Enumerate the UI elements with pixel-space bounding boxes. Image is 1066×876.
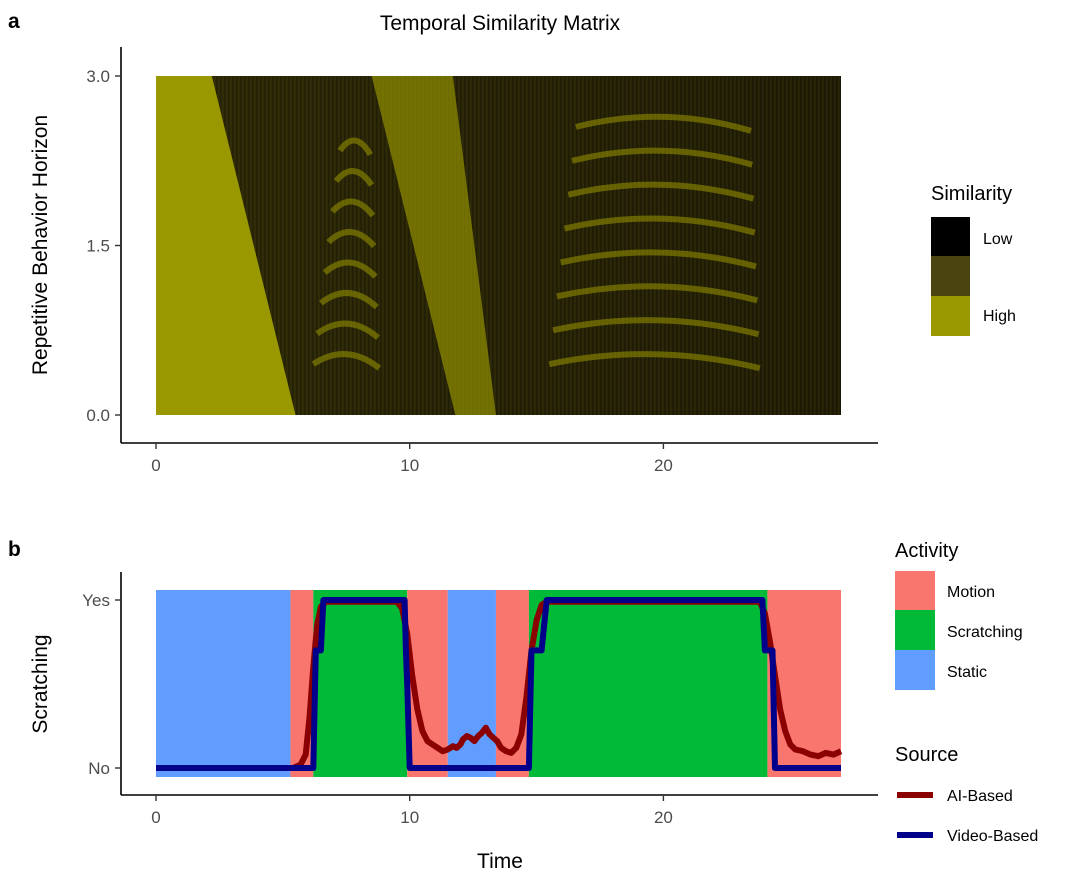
series-line-video-based xyxy=(156,597,841,771)
heatmap-chevron xyxy=(552,317,760,338)
heatmap-body xyxy=(156,76,841,415)
heatmap-chevron xyxy=(548,351,761,372)
similarity-legend-title: Similarity xyxy=(931,183,1012,205)
heatmap-x-tick-label: 0 xyxy=(151,456,160,475)
heatmap-chevron xyxy=(330,198,376,218)
heatmap-chevron xyxy=(322,259,378,279)
heatmap-chevron xyxy=(319,290,379,310)
panel-b-tag: b xyxy=(8,538,21,561)
heatmap-chevron xyxy=(567,181,755,202)
activity-band-static xyxy=(156,590,291,777)
similarity-legend-label-low: Low xyxy=(983,231,1013,248)
heatmap-y-tick-label: 3.0 xyxy=(86,67,110,86)
similarity-legend: Similarity Low High xyxy=(931,183,1016,336)
heatmap-chevron xyxy=(326,229,377,249)
heatmap-y-tick-label: 1.5 xyxy=(86,237,110,256)
heatmap-title: Temporal Similarity Matrix xyxy=(380,12,621,35)
heatmap-chevron xyxy=(337,137,373,157)
heatmap-y-tick-label: 0.0 xyxy=(86,406,110,425)
activity-band-scratching xyxy=(528,590,768,777)
series-lines xyxy=(156,597,843,771)
activity-band-scratching xyxy=(313,590,408,777)
heatmap-chevron xyxy=(311,351,382,371)
scratching-x-tick-label: 20 xyxy=(654,808,673,827)
heatmap-chevron xyxy=(575,113,752,134)
scratching-x-tick-label: 0 xyxy=(151,808,160,827)
activity-legend-label-static: Static xyxy=(947,664,987,681)
similarity-legend-swatch-high xyxy=(931,296,970,336)
heatmap-high-similarity-region xyxy=(156,76,296,415)
heatmap-chevron xyxy=(333,168,375,187)
heatmap-x-tick-label: 10 xyxy=(400,456,419,475)
scratching-x-tick-label: 10 xyxy=(400,808,419,827)
activity-legend-title: Activity xyxy=(895,540,958,562)
heatmap-chevron xyxy=(563,215,756,236)
heatmap-chevron xyxy=(571,147,754,168)
scratching-y-tick-label: No xyxy=(88,759,110,778)
similarity-legend-swatch-mid xyxy=(931,256,970,296)
source-legend-label-ai: AI-Based xyxy=(947,788,1013,805)
activity-legend-swatch-scratching xyxy=(895,610,935,650)
heatmap-high-similarity-region xyxy=(371,76,496,415)
source-legend-label-video: Video-Based xyxy=(947,828,1038,845)
scratching-x-axis-title: Time xyxy=(477,850,523,873)
activity-legend-swatch-static xyxy=(895,650,935,690)
heatmap-chevron xyxy=(556,283,759,304)
heatmap-y-axis-title: Repetitive Behavior Horizon xyxy=(29,115,52,375)
activity-band-motion xyxy=(767,590,841,777)
source-legend-title: Source xyxy=(895,744,958,766)
heatmap-x-tick-label: 20 xyxy=(654,456,673,475)
source-legend: Source AI-Based Video-Based xyxy=(895,744,1038,845)
scratching-y-ticks: No Yes xyxy=(82,591,121,778)
panel-a-tag: a xyxy=(8,10,20,33)
panel-a-heatmap: a Temporal Similarity Matrix 0.0 1.5 3.0 0… xyxy=(8,10,1016,475)
scratching-y-tick-label: Yes xyxy=(82,591,110,610)
scratching-y-axis-title: Scratching xyxy=(29,634,52,733)
activity-legend-swatch-motion xyxy=(895,571,935,610)
series-line-ai-based xyxy=(156,598,843,771)
heatmap-chevron xyxy=(315,320,380,340)
scratching-x-ticks: 0 10 20 xyxy=(151,795,673,827)
heatmap-chevron xyxy=(559,249,757,270)
heatmap-y-ticks: 0.0 1.5 3.0 xyxy=(86,67,121,425)
activity-legend: Activity Motion Scratching Static xyxy=(895,540,1023,690)
heatmap-x-ticks: 0 10 20 xyxy=(151,443,673,475)
activity-legend-label-scratching: Scratching xyxy=(947,624,1023,641)
activity-legend-label-motion: Motion xyxy=(947,584,995,601)
similarity-legend-label-high: High xyxy=(983,308,1016,325)
panel-b-scratching: b No Yes 0 10 20 Scratching Time Activity M… xyxy=(8,538,1038,873)
similarity-legend-swatch-low xyxy=(931,217,970,256)
